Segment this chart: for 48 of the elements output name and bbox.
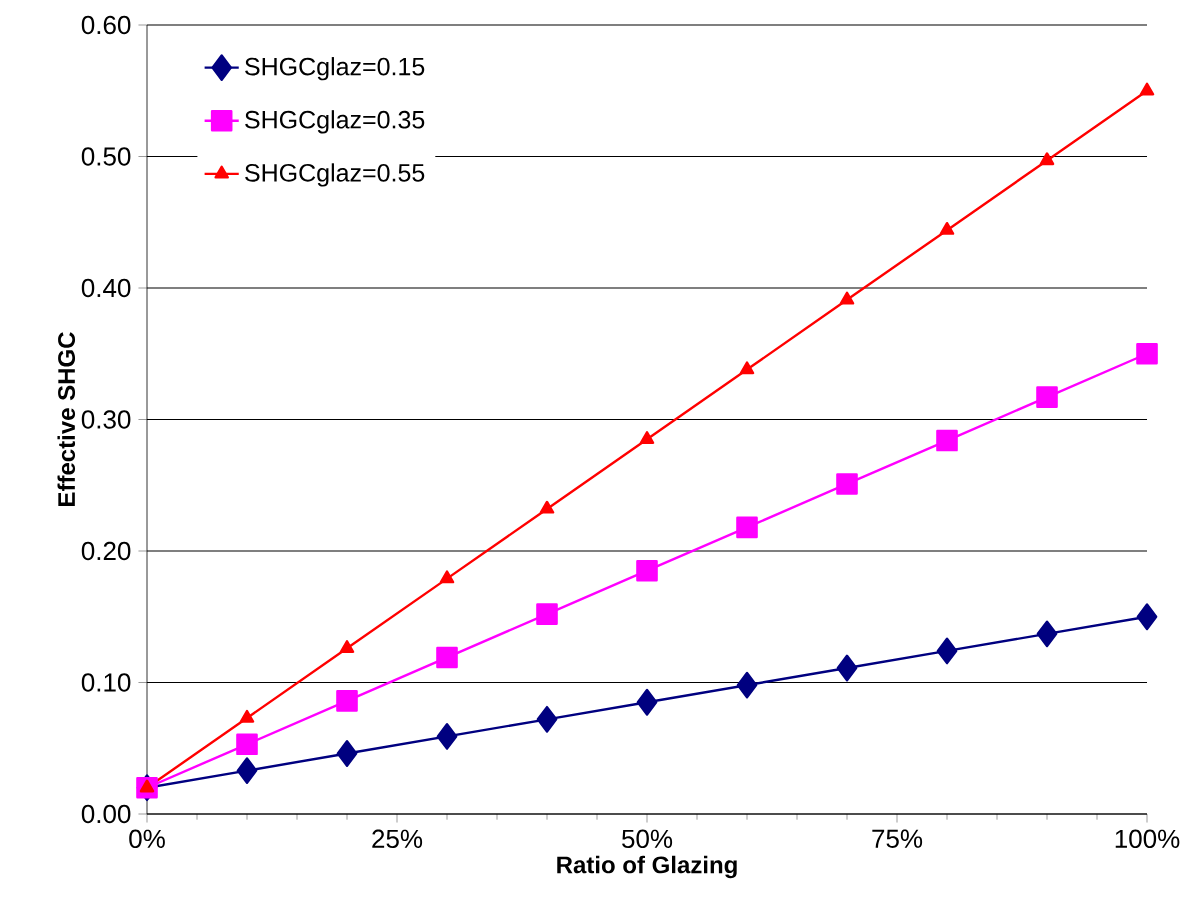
point (639, 431, 655, 444)
point (1139, 82, 1155, 96)
x-tick-label: 75% (872, 829, 923, 848)
point (236, 733, 258, 756)
point (1136, 342, 1158, 365)
point (436, 723, 458, 750)
point (339, 640, 355, 654)
point (236, 757, 258, 785)
legend-label: SHGCglaz=0.55 (245, 163, 425, 187)
point (239, 709, 255, 723)
y-tick-label: 0.20 (81, 541, 131, 561)
point (1136, 603, 1158, 631)
y-tick-label: 0.50 (81, 147, 131, 166)
legend-label: SHGCglaz=0.35 (245, 110, 425, 134)
y-tick-label: 0.30 (81, 410, 131, 429)
x-axis-title: Ratio of Glazing (557, 855, 737, 879)
point (336, 690, 358, 712)
x-tick-label: 50% (622, 829, 673, 849)
point (936, 429, 958, 452)
point (936, 637, 958, 665)
y-tick-label: 0.60 (81, 15, 131, 35)
point (736, 671, 758, 699)
point (1036, 620, 1058, 648)
x-tick-label: 100% (1115, 829, 1180, 849)
y-tick-label: 0.00 (81, 804, 131, 824)
point (536, 705, 558, 733)
point (939, 221, 955, 235)
y-tick-label: 0.40 (81, 278, 131, 298)
point (1036, 386, 1058, 408)
y-tick-label: 0.10 (81, 673, 131, 692)
point (739, 361, 755, 375)
legend-label: SHGCglaz=0.15 (245, 57, 425, 81)
point (436, 646, 458, 669)
point (139, 779, 155, 793)
y-axis-title: Effective SHGC (57, 332, 76, 506)
point (439, 570, 455, 584)
point (536, 603, 558, 625)
point (636, 688, 658, 716)
point (736, 516, 758, 539)
point (539, 500, 555, 514)
point (839, 291, 855, 305)
point (836, 473, 858, 495)
point (336, 740, 358, 767)
point (636, 559, 658, 582)
point (1039, 152, 1055, 166)
point (836, 654, 858, 682)
x-tick-label: 25% (372, 829, 423, 849)
x-tick-label: 0% (129, 829, 165, 849)
